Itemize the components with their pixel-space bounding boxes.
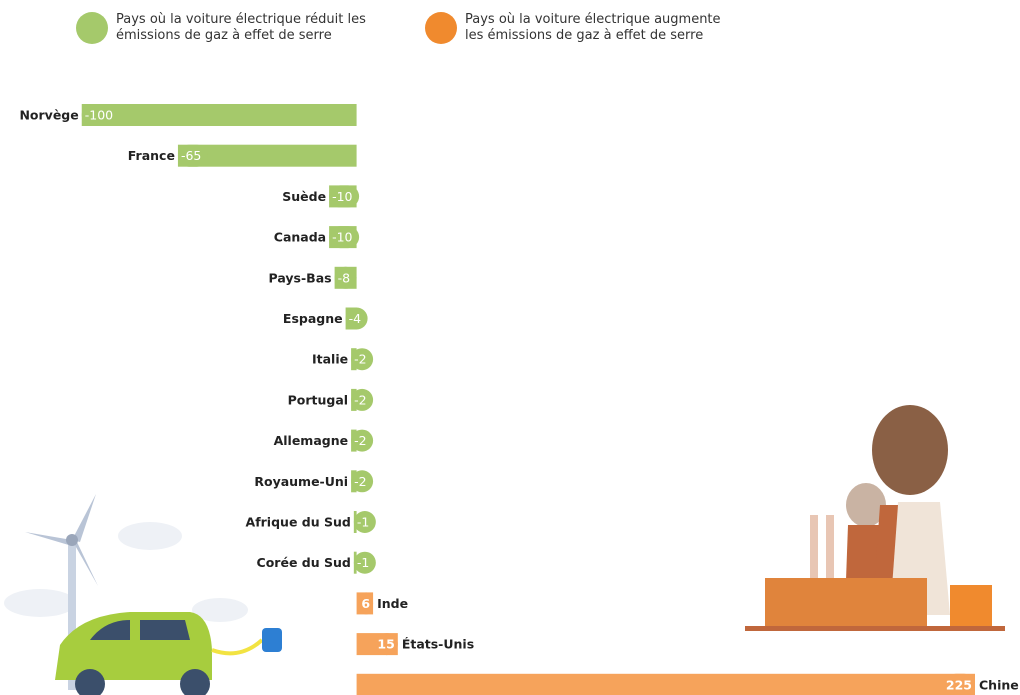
value-label-bubble	[345, 307, 368, 330]
value-label: 6	[361, 596, 370, 611]
value-label: -2	[354, 392, 366, 407]
value-label: -1	[357, 555, 369, 570]
category-label: Suède	[282, 189, 326, 204]
value-label-bubble	[329, 185, 360, 208]
value-label: 225	[946, 677, 972, 692]
value-label-bubble	[353, 551, 376, 574]
value-label: -8	[338, 270, 351, 285]
category-label: Italie	[312, 352, 348, 367]
value-label-bubble	[359, 592, 374, 615]
value-label-bubble	[375, 633, 398, 656]
category-label: Espagne	[283, 311, 343, 326]
bar	[81, 104, 357, 126]
value-label-bubble	[353, 511, 376, 533]
illustration-left	[4, 494, 282, 695]
category-label: Pays-Bas	[269, 270, 332, 285]
value-label: -65	[181, 148, 201, 163]
value-label-bubble	[351, 470, 374, 493]
value-label: -2	[354, 433, 366, 448]
value-label: -2	[354, 474, 366, 489]
bar	[356, 673, 975, 695]
category-label: Afrique du Sud	[246, 515, 351, 530]
category-label: Chine	[979, 677, 1019, 692]
legend-item: Pays où la voiture électrique augmente l…	[425, 12, 725, 44]
illustration-right	[745, 405, 1005, 631]
category-label: Royaume-Uni	[254, 474, 348, 489]
legend-swatch	[76, 12, 108, 44]
value-label-bubble	[177, 144, 208, 167]
value-label-bubble	[351, 429, 374, 452]
legend-label: Pays où la voiture électrique augmente l…	[465, 12, 721, 43]
value-label-bubble	[334, 266, 357, 289]
value-label: 15	[377, 637, 394, 652]
value-label: -2	[354, 352, 366, 367]
value-label-bubble	[81, 104, 120, 126]
value-label-bubble	[329, 226, 360, 249]
category-label: France	[128, 148, 175, 163]
legend-item: Pays où la voiture électrique réduit les…	[76, 12, 376, 44]
category-label: Corée du Sud	[257, 555, 351, 570]
value-label: -4	[349, 311, 362, 326]
category-label: Norvège	[19, 108, 78, 123]
bar	[177, 144, 357, 167]
value-label: -1	[357, 515, 369, 530]
value-label-bubble	[351, 388, 374, 411]
category-label: Inde	[377, 596, 408, 611]
value-label: -100	[85, 108, 113, 123]
value-label-bubble	[945, 673, 975, 695]
value-label: -10	[332, 230, 352, 245]
category-label: États-Unis	[402, 637, 474, 652]
legend-label: Pays où la voiture électrique réduit les…	[116, 12, 366, 43]
category-label: Canada	[274, 230, 326, 245]
value-label: -10	[332, 189, 352, 204]
legend-swatch	[425, 12, 457, 44]
category-label: Allemagne	[274, 433, 349, 448]
value-label-bubble	[351, 348, 374, 371]
category-label: Portugal	[288, 392, 348, 407]
